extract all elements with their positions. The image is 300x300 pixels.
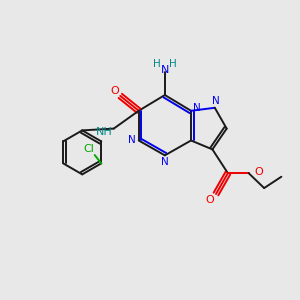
Text: N: N [161,157,169,167]
Text: Cl: Cl [83,143,94,154]
Text: N: N [161,65,169,75]
Text: N: N [193,103,201,113]
Text: O: O [206,195,214,205]
Text: H: H [153,59,161,69]
Text: H: H [169,59,176,69]
Text: O: O [111,85,119,96]
Text: O: O [254,167,263,177]
Text: N: N [212,96,220,106]
Text: N: N [128,136,136,146]
Text: NH: NH [96,127,112,137]
